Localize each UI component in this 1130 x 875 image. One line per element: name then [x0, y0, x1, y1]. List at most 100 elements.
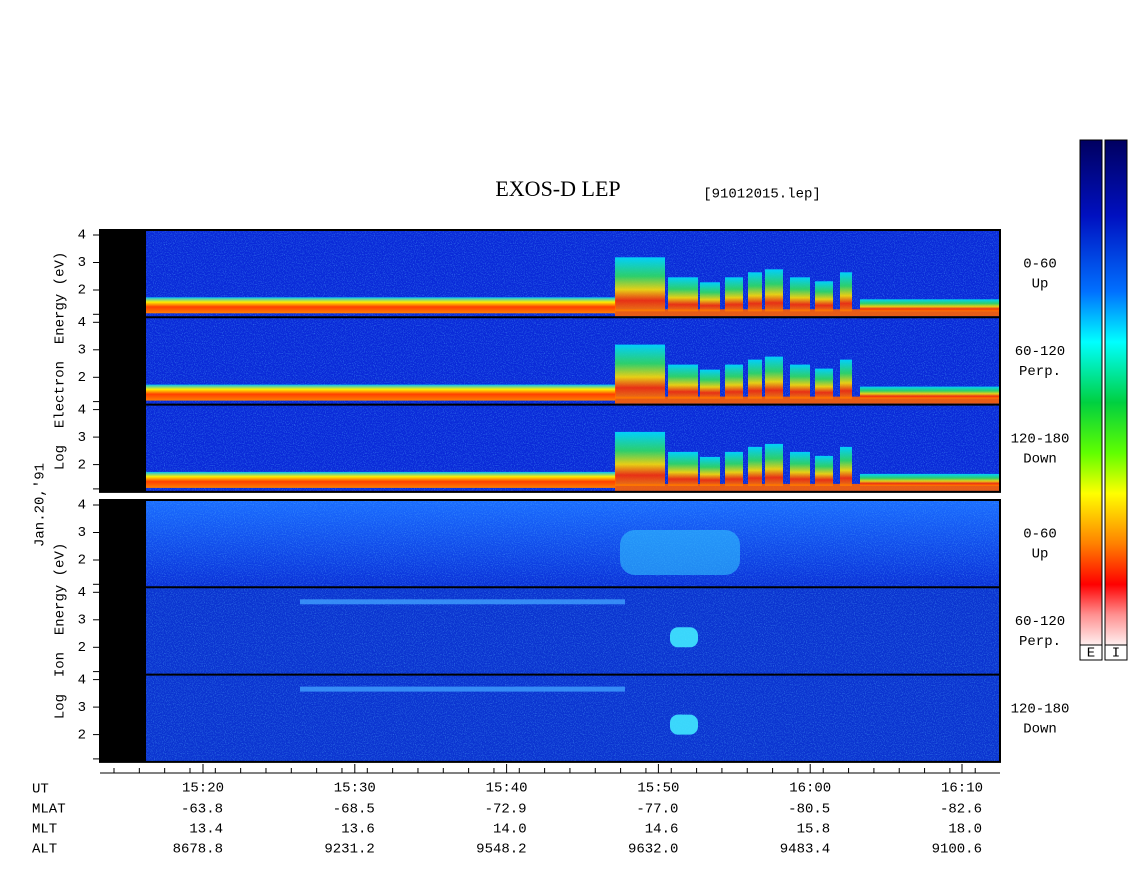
pitch-angle: 60-120 [1015, 344, 1065, 360]
ephemeris-value: 9100.6 [932, 842, 982, 858]
burst [700, 456, 720, 486]
colorbar-label-box [1104, 644, 1128, 661]
ephemeris-value: -80.5 [788, 802, 830, 818]
y-tick-label: 2 [78, 727, 86, 743]
direction: Perp. [1019, 364, 1061, 380]
burst [700, 282, 720, 312]
ephemeris-value: 13.6 [341, 822, 375, 838]
y-tick-label: 4 [78, 315, 86, 331]
burst [815, 281, 833, 312]
burst [748, 446, 762, 486]
y-tick-label: 3 [78, 700, 86, 716]
direction: Down [1023, 451, 1057, 467]
ephemeris-value: 15.8 [797, 822, 831, 838]
ephemeris-value: -63.8 [181, 802, 223, 818]
y-tick-label: 4 [78, 498, 86, 514]
x-tick-label: 15:20 [182, 781, 224, 797]
file-name: [91012015.lep] [703, 187, 821, 203]
band-low [615, 483, 1000, 491]
burst [615, 344, 665, 399]
burst [615, 431, 665, 486]
direction: Down [1023, 721, 1057, 737]
band [146, 471, 616, 488]
burst [860, 386, 1000, 399]
burst [748, 359, 762, 399]
pitch-angle: 120-180 [1011, 431, 1070, 447]
colorbar-label-box [1079, 644, 1103, 661]
burst [765, 356, 783, 399]
y-tick-label: 4 [78, 402, 86, 418]
y-tick-label: 3 [78, 525, 86, 541]
burst [700, 369, 720, 399]
ephemeris-value: 14.6 [645, 822, 679, 838]
x-tick-label: 15:30 [334, 781, 376, 797]
pitch-angle: 120-180 [1011, 701, 1070, 717]
y-tick-label: 2 [78, 283, 86, 299]
y-tick-label: 4 [78, 228, 86, 244]
burst [840, 359, 852, 399]
x-tick-label: 16:00 [789, 781, 831, 797]
ephemeris-value: -82.6 [940, 802, 982, 818]
band-low [615, 396, 1000, 404]
burst [765, 443, 783, 486]
ephemeris-value: 9231.2 [324, 842, 374, 858]
ephemeris-label: MLT [32, 822, 57, 838]
ion-streak [300, 599, 625, 605]
direction: Up [1032, 277, 1049, 293]
ion-blob [670, 714, 698, 735]
burst [725, 364, 743, 399]
colorbar [1104, 139, 1128, 646]
x-tick-label: 15:40 [486, 781, 528, 797]
burst [725, 277, 743, 312]
band [146, 384, 616, 401]
title: EXOS-D LEP [495, 176, 620, 201]
ephemeris-value: 8678.8 [173, 842, 223, 858]
y-tick-label: 3 [78, 343, 86, 359]
band [146, 297, 616, 314]
date-label: Jan.20,'91 [33, 463, 49, 547]
ephemeris-label: UT [32, 782, 49, 798]
burst [840, 446, 852, 486]
ephemeris-value: 14.0 [493, 822, 527, 838]
ephemeris-value: 9483.4 [780, 842, 830, 858]
burst [840, 272, 852, 312]
x-tick-label: 16:10 [941, 781, 983, 797]
burst [725, 451, 743, 486]
burst [668, 451, 698, 486]
burst [815, 368, 833, 399]
labels: E I Log Electron Energy (eV) 4 3 2 0-60 Up 4 3 2 60… [32, 228, 1128, 858]
ion-streak [300, 686, 625, 692]
frame [99, 229, 1001, 493]
colorbar-label: I [1112, 646, 1120, 662]
black-strip [100, 230, 146, 492]
y-tick-label: 3 [78, 430, 86, 446]
noise [146, 500, 1000, 588]
x-tick-label: 15:50 [637, 781, 679, 797]
pitch-angle: 0-60 [1023, 527, 1057, 543]
burst [790, 277, 810, 312]
burst [615, 257, 665, 312]
ion-blob [670, 627, 698, 648]
axis-label: Log Ion Energy (eV) [53, 543, 69, 719]
burst [790, 451, 810, 486]
ephemeris-value: -77.0 [636, 802, 678, 818]
ephemeris-value: -68.5 [333, 802, 375, 818]
burst [748, 272, 762, 312]
pitch-angle: 0-60 [1023, 257, 1057, 273]
ephemeris-value: 9632.0 [628, 842, 678, 858]
direction: Perp. [1019, 634, 1061, 650]
ephemeris-value: 9548.2 [476, 842, 526, 858]
y-tick-label: 2 [78, 370, 86, 386]
burst [815, 455, 833, 486]
band-low [615, 309, 1000, 317]
ephemeris-label: ALT [32, 842, 57, 858]
ephemeris-value: -72.9 [485, 802, 527, 818]
frame [99, 499, 1001, 763]
y-tick-label: 2 [78, 457, 86, 473]
ephemeris-label: MLAT [32, 802, 66, 818]
spectrogram-art [99, 229, 1001, 763]
ion-blob [620, 530, 740, 575]
burst [765, 269, 783, 312]
direction: Up [1032, 547, 1049, 563]
